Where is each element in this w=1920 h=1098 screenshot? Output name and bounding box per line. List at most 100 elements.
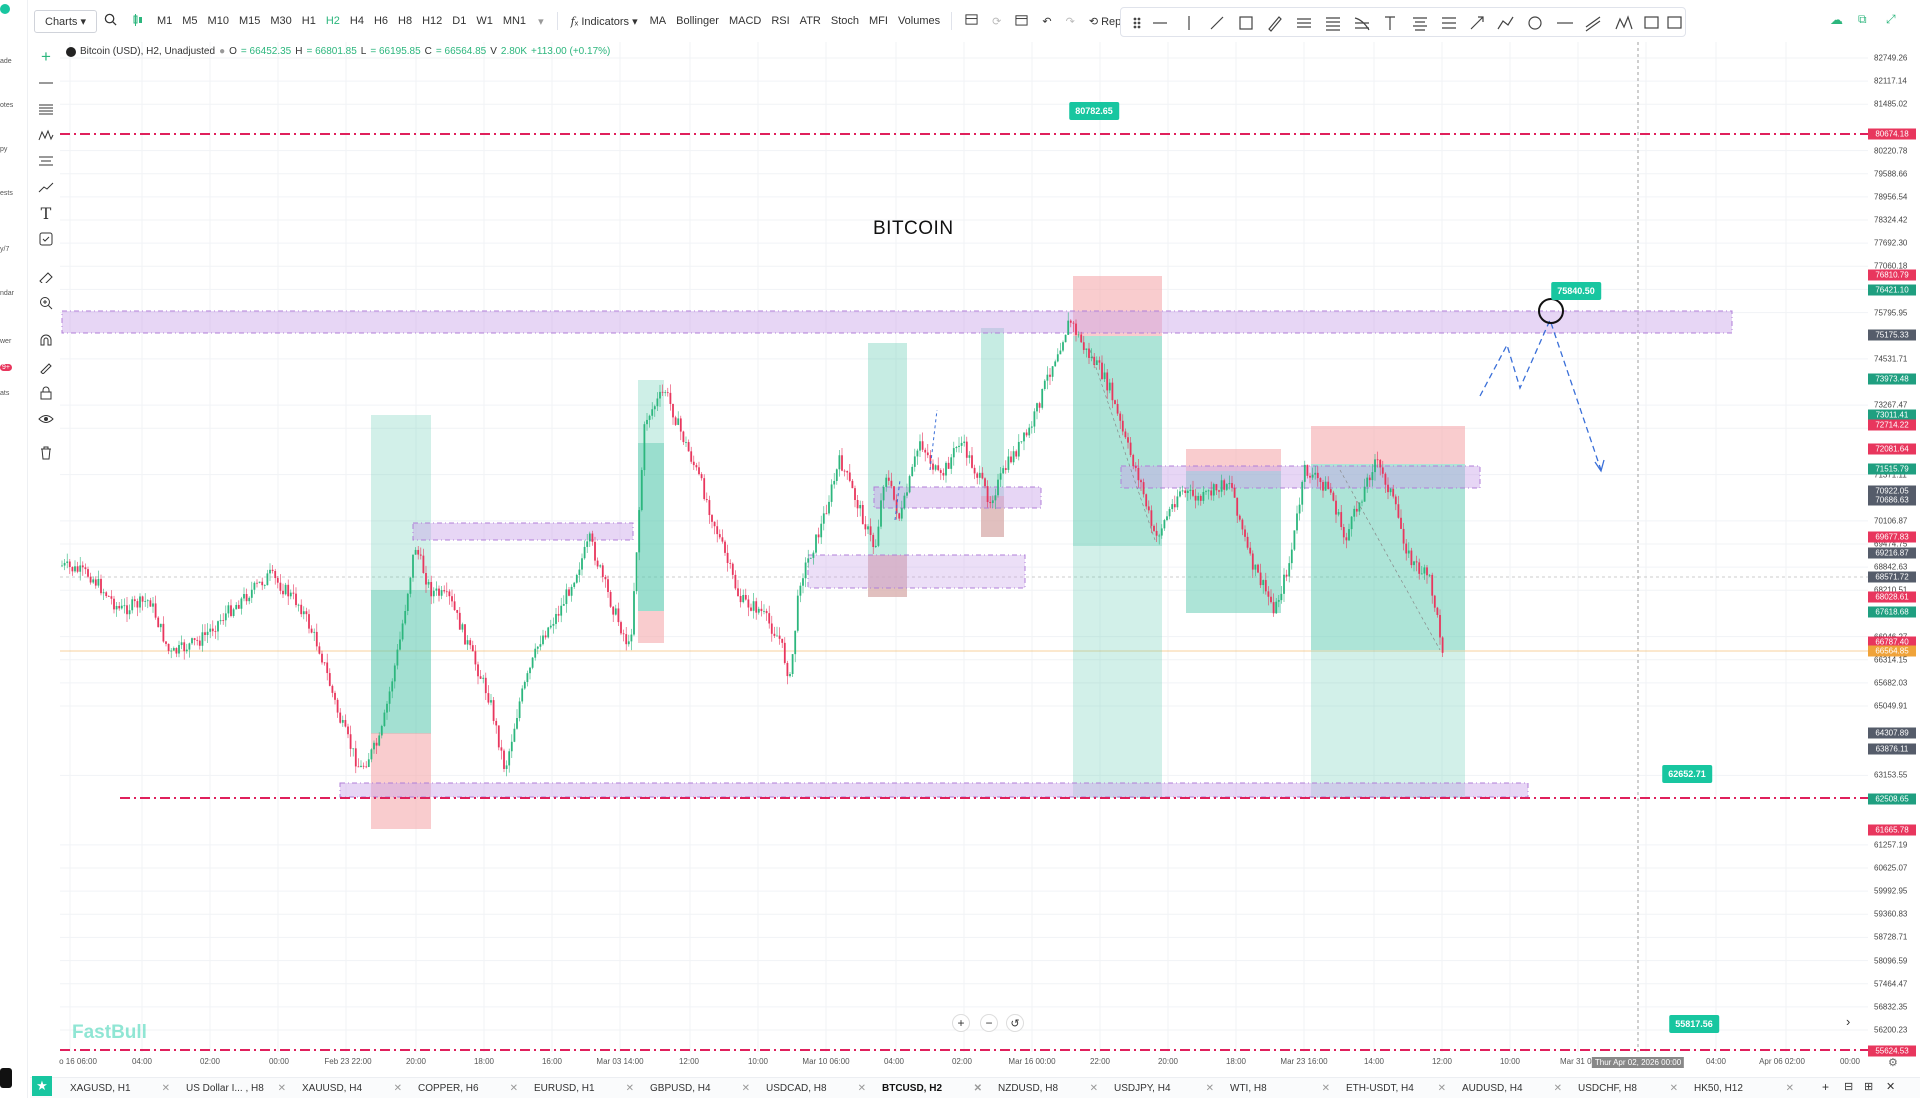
parallel-channel-icon[interactable] xyxy=(1585,16,1601,32)
add-tab-icon[interactable]: + xyxy=(1822,1080,1830,1094)
pitchfork-icon[interactable] xyxy=(1413,17,1427,31)
demand-zone[interactable] xyxy=(807,554,1026,589)
sidebar-label[interactable]: wer xyxy=(0,338,12,345)
timeframe-m5[interactable]: M5 xyxy=(182,15,198,27)
price-note-label[interactable]: 75840.50 xyxy=(1551,282,1601,300)
resistance-zone[interactable] xyxy=(61,310,1733,334)
fib-retracement-icon[interactable] xyxy=(1326,17,1340,31)
long-position-box[interactable] xyxy=(371,415,431,733)
fib-fan-icon[interactable] xyxy=(1354,17,1370,31)
stop-loss-box[interactable] xyxy=(981,496,1004,537)
text-icon[interactable]: T xyxy=(40,203,52,223)
cloud-icon[interactable]: ☁ xyxy=(1830,12,1843,27)
tab-close-icon[interactable]: ✕ xyxy=(277,1082,286,1094)
popout-icon[interactable]: ⧉ xyxy=(1858,12,1867,26)
drag-handle-icon[interactable] xyxy=(1133,17,1141,29)
tab-close-icon[interactable]: ✕ xyxy=(509,1082,518,1094)
tab-close-icon[interactable]: ✕ xyxy=(625,1082,634,1094)
timeframe-m10[interactable]: M10 xyxy=(207,15,229,27)
timeframe-d1[interactable]: D1 xyxy=(452,15,467,27)
brush-icon[interactable] xyxy=(1268,16,1282,32)
long-position-box[interactable] xyxy=(1073,336,1162,546)
chart-settings-icon[interactable]: ⚙ xyxy=(1888,1057,1898,1069)
symbol-tab[interactable]: XAGUSD, H1 ✕ xyxy=(62,1083,178,1094)
indicators-button[interactable]: fₓ Indicators ▾ xyxy=(570,14,638,28)
favorite-star-icon[interactable]: ★ xyxy=(32,1076,52,1096)
timeframe-h4[interactable]: H4 xyxy=(349,15,364,27)
study-volumes[interactable]: Volumes xyxy=(897,15,941,27)
tab-close-icon[interactable]: ✕ xyxy=(973,1082,982,1094)
projection-path[interactable] xyxy=(1479,318,1602,471)
price-note-label[interactable]: 62652.71 xyxy=(1662,765,1712,783)
long-position-box[interactable] xyxy=(371,590,431,734)
study-mfi[interactable]: MFI xyxy=(869,15,888,27)
gann-icon[interactable] xyxy=(1442,17,1456,29)
tab-close-icon[interactable]: ✕ xyxy=(857,1082,866,1094)
tab-grid-icon[interactable]: ⊞ xyxy=(1864,1081,1874,1093)
target-circle[interactable] xyxy=(1538,298,1564,324)
tab-close-icon[interactable]: ✕ xyxy=(1785,1082,1794,1094)
symbol-tab[interactable]: COPPER, H6 ✕ xyxy=(410,1083,526,1094)
study-bollinger[interactable]: Bollinger xyxy=(676,15,719,27)
arrow-icon[interactable] xyxy=(1470,16,1484,30)
timeframe-w1[interactable]: W1 xyxy=(476,15,493,27)
tab-close-icon[interactable]: ✕ xyxy=(1089,1082,1098,1094)
fib-channel-icon[interactable] xyxy=(1297,18,1311,28)
timeframe-more-icon[interactable]: ▾ xyxy=(538,15,544,28)
lock-icon[interactable] xyxy=(33,382,59,404)
stop-loss-box[interactable] xyxy=(1311,426,1465,464)
stop-loss-box[interactable] xyxy=(1073,276,1162,336)
path-icon[interactable] xyxy=(1497,16,1514,30)
sidebar-label[interactable]: ests xyxy=(0,190,13,197)
symbol-tab[interactable]: USDCHF, H8 ✕ xyxy=(1570,1083,1686,1094)
symbol-tab[interactable]: GBPUSD, H4 ✕ xyxy=(642,1083,758,1094)
long-position-icon[interactable] xyxy=(1644,16,1659,29)
time-scale[interactable]: o 16 06:00 04:00 02:00 00:00 Feb 23 22:00 20:… xyxy=(59,1054,1868,1072)
sidebar-label[interactable]: y/7 xyxy=(0,246,10,253)
support-zone[interactable] xyxy=(339,782,1529,798)
undo-icon[interactable]: ↶ xyxy=(1042,15,1052,28)
price-note-label[interactable]: 55817.56 xyxy=(1669,1015,1719,1033)
sidebar-label[interactable]: 9+ xyxy=(0,364,12,371)
price-chart[interactable] xyxy=(0,0,1868,1056)
price-note-label[interactable]: 80782.65 xyxy=(1069,102,1119,120)
symbol-tab[interactable]: NZDUSD, H8 ✕ xyxy=(990,1083,1106,1094)
tab-close-icon[interactable]: ✕ xyxy=(1321,1082,1330,1094)
supply-zone[interactable] xyxy=(1120,465,1481,489)
trend-line-icon[interactable] xyxy=(1210,16,1224,30)
timeframe-h1[interactable]: H1 xyxy=(301,15,316,27)
tab-close-icon[interactable]: ✕ xyxy=(741,1082,750,1094)
tab-close-icon[interactable]: ✕ xyxy=(393,1082,402,1094)
timeframe-mn1[interactable]: MN1 xyxy=(502,15,527,27)
symbol-tab[interactable]: USDCAD, H8 ✕ xyxy=(758,1083,874,1094)
app-corner-icon[interactable] xyxy=(0,1068,12,1088)
symbol-tab[interactable]: WTI, H8 ✕ xyxy=(1222,1083,1338,1094)
tab-close-icon[interactable]: ✕ xyxy=(1437,1082,1446,1094)
long-position-box[interactable] xyxy=(1311,650,1465,798)
magnet-icon[interactable] xyxy=(33,330,59,352)
fullscreen-icon[interactable]: ⤢ xyxy=(1886,12,1896,26)
tab-layout-icon[interactable]: ⊟ xyxy=(1844,1081,1854,1093)
scroll-right-icon[interactable]: › xyxy=(1846,1014,1851,1029)
stop-loss-box[interactable] xyxy=(868,555,907,597)
stop-loss-box[interactable] xyxy=(371,733,431,829)
short-position-icon[interactable] xyxy=(1667,16,1682,29)
pattern-icon[interactable] xyxy=(1615,15,1633,30)
supply-zone[interactable] xyxy=(873,486,1042,509)
timeframe-m15[interactable]: M15 xyxy=(238,15,261,27)
tab-close-icon[interactable]: ✕ xyxy=(1205,1082,1214,1094)
long-position-box[interactable] xyxy=(1186,471,1281,613)
symbol-tab[interactable]: USDJPY, H4 ✕ xyxy=(1106,1083,1222,1094)
charts-menu-button[interactable]: Charts ▾ xyxy=(34,9,97,33)
sidebar-label[interactable]: ats xyxy=(0,390,10,397)
tab-close-icon[interactable]: ✕ xyxy=(1553,1082,1562,1094)
reset-view-button[interactable]: ↺ xyxy=(1006,1014,1024,1032)
timeframe-h12[interactable]: H12 xyxy=(422,15,443,27)
rectangle-icon[interactable] xyxy=(1239,16,1253,30)
calendar-icon[interactable] xyxy=(1008,13,1035,29)
horizontal-ray-icon[interactable] xyxy=(33,72,59,94)
timeframe-h2[interactable]: H2 xyxy=(325,15,340,27)
timeframe-h6[interactable]: H6 xyxy=(373,15,389,27)
ruler-icon[interactable] xyxy=(33,266,59,288)
gann-tool-icon[interactable] xyxy=(33,150,59,172)
